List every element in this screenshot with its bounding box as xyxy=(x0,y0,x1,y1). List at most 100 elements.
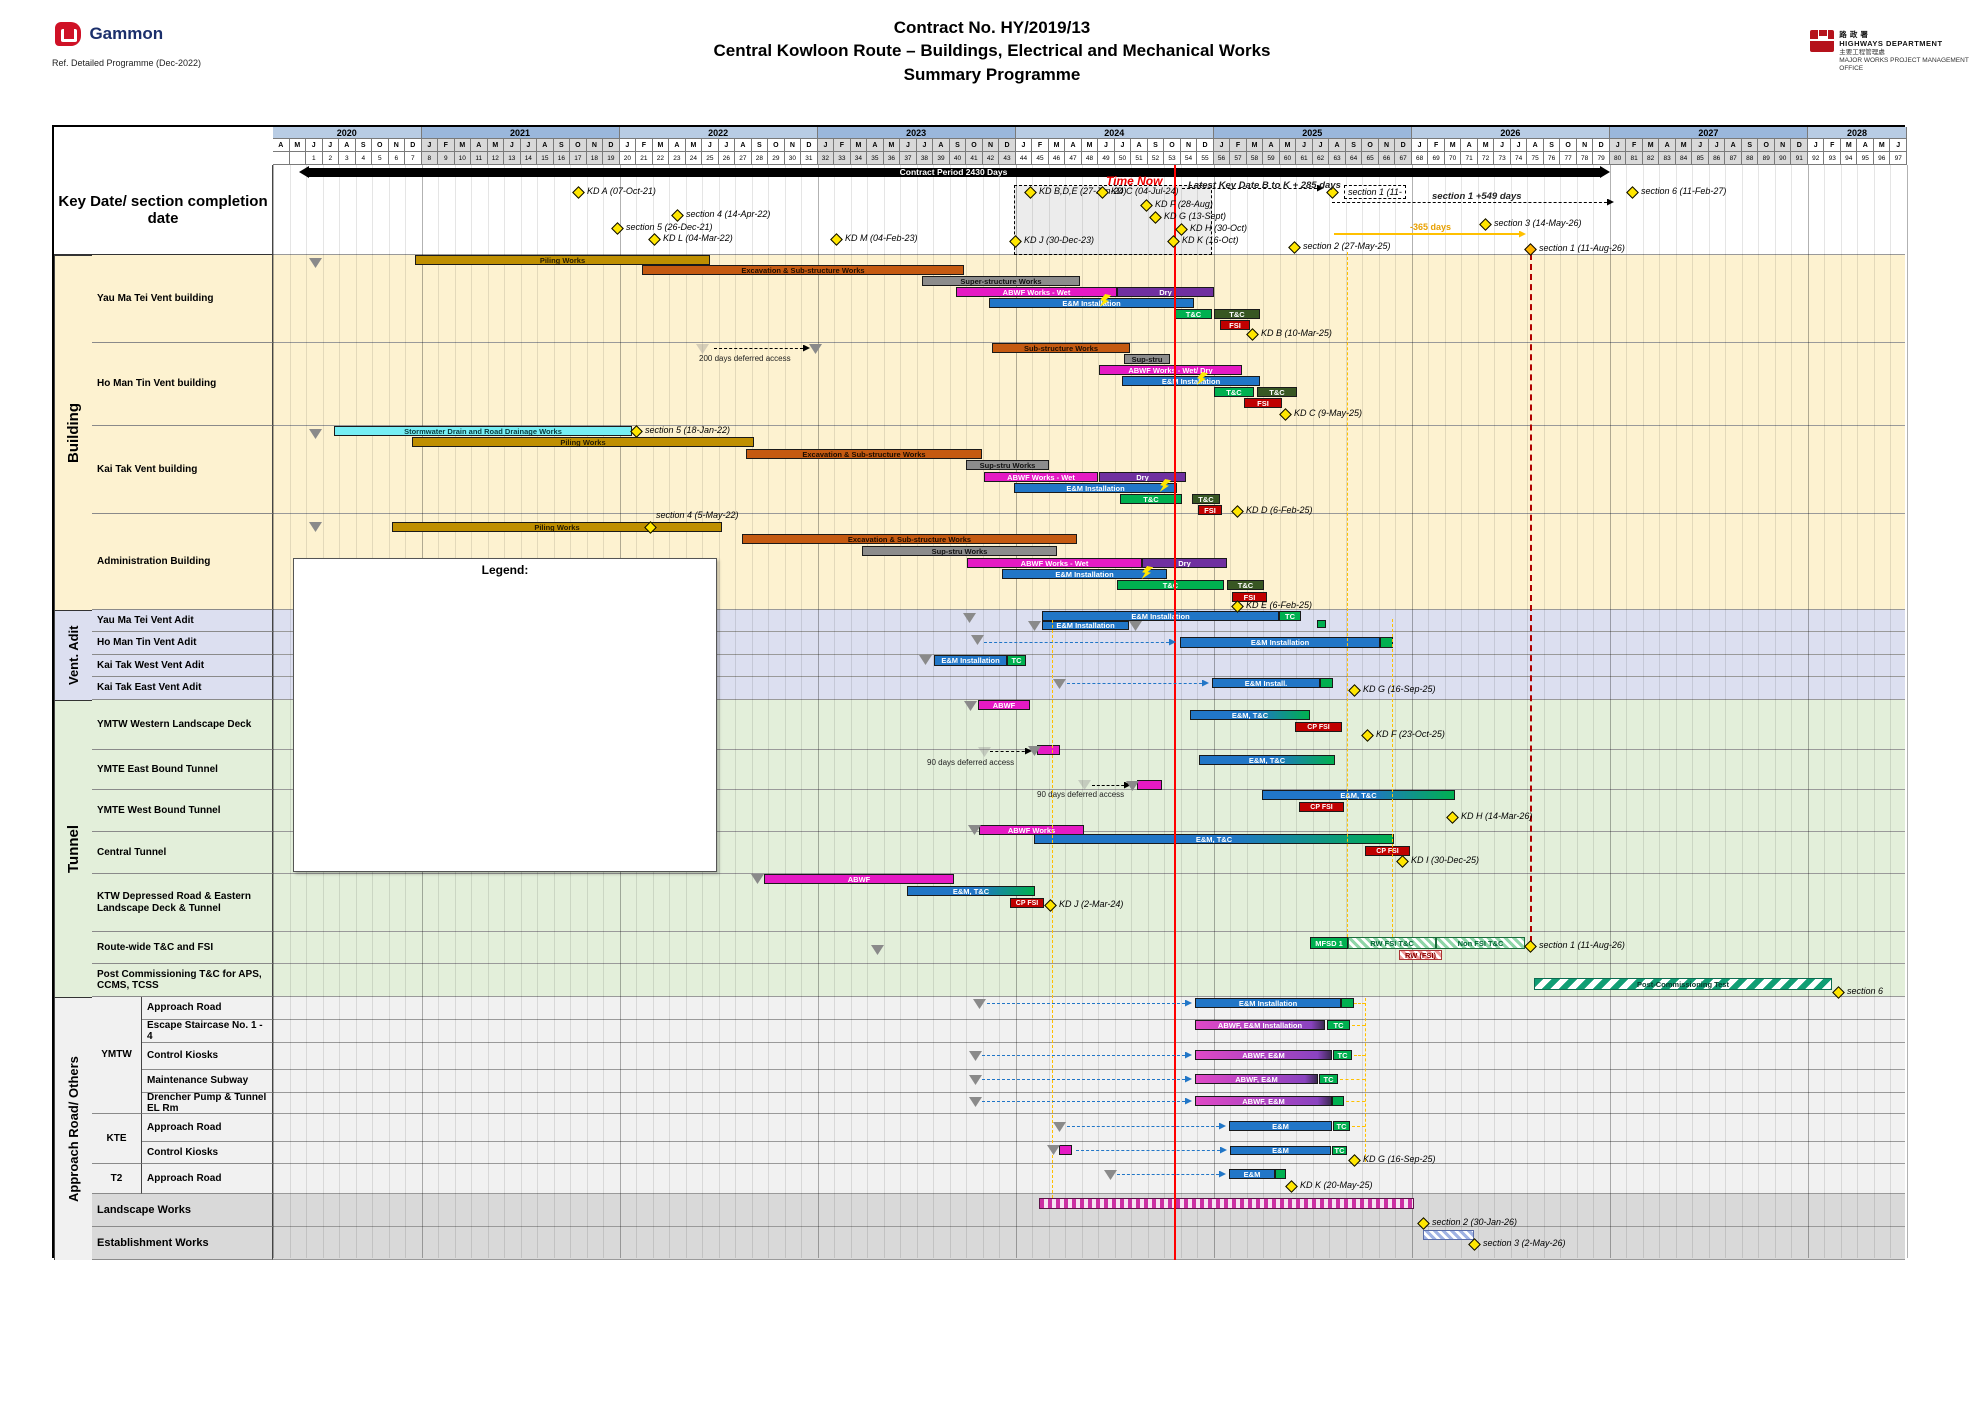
gantt-bar: E&M Installation xyxy=(1195,998,1341,1008)
access-date-icon xyxy=(309,258,322,268)
month-number: 47 xyxy=(1065,152,1082,165)
month-header: N xyxy=(1774,139,1792,152)
grid-line xyxy=(1527,165,1529,1258)
gantt-bar: FSI xyxy=(1232,592,1267,602)
month-number: 54 xyxy=(1180,152,1198,165)
month-header: S xyxy=(355,139,373,152)
month-header: N xyxy=(586,139,604,152)
access-date-icon xyxy=(969,1051,982,1061)
year-header: 2025 xyxy=(1213,127,1412,139)
month-header: A xyxy=(1065,139,1082,152)
deferred-access-connector xyxy=(982,1051,1192,1059)
month-number: 9 xyxy=(438,152,455,165)
row-label: Kai Tak West Vent Adit xyxy=(92,655,273,677)
month-number: 3 xyxy=(339,152,356,165)
month-header: M xyxy=(1873,139,1891,152)
month-header: J xyxy=(1411,139,1429,152)
month-header: A xyxy=(1527,139,1544,152)
month-number: 55 xyxy=(1197,152,1214,165)
gantt-bar: CP FSI xyxy=(1295,722,1342,732)
month-header: J xyxy=(322,139,339,152)
grid-line xyxy=(1692,165,1694,1258)
row-label: Establishment Works xyxy=(92,1227,273,1260)
gantt-bar: Stormwater Drain and Road Drainage Works xyxy=(334,426,632,436)
month-number: 16 xyxy=(553,152,571,165)
month-header: J xyxy=(1213,139,1231,152)
month-header: J xyxy=(1494,139,1511,152)
month-number: 33 xyxy=(834,152,851,165)
grid-line xyxy=(1164,165,1166,1258)
month-header: M xyxy=(1642,139,1660,152)
month-header: D xyxy=(1395,139,1412,152)
grid-line xyxy=(1345,165,1347,1258)
section1-date-line xyxy=(1530,254,1532,942)
gantt-bar: ABWF Works - Wet xyxy=(967,558,1142,568)
grid-line xyxy=(1510,165,1512,1258)
key-date-label: KD D (6-Feb-25) xyxy=(1246,505,1313,515)
month-number: 67 xyxy=(1395,152,1412,165)
month-number: 15 xyxy=(537,152,554,165)
grid-line xyxy=(1873,165,1875,1258)
gantt-bar: Non FSI T&C xyxy=(1436,937,1525,949)
month-number: 70 xyxy=(1444,152,1462,165)
month-header: O xyxy=(1164,139,1181,152)
gantt-bar xyxy=(1137,780,1162,790)
month-header: J xyxy=(504,139,521,152)
row-label: YMTW Western Landscape Deck xyxy=(92,700,273,750)
deferred-access-connector xyxy=(1076,1146,1227,1154)
month-number: 64 xyxy=(1345,152,1363,165)
grid-line xyxy=(784,165,786,1258)
gantt-bar xyxy=(1275,1169,1286,1179)
gantt-bar: Dry xyxy=(1142,558,1227,568)
grid-line xyxy=(768,165,770,1258)
agency-name: HIGHWAYS DEPARTMENT xyxy=(1839,39,1943,49)
gantt-bar: Sub-structure Works xyxy=(992,343,1130,353)
key-date-label: section 6 xyxy=(1847,986,1884,996)
gantt-bar: Post-Commissioning Test xyxy=(1534,978,1832,990)
month-header: O xyxy=(966,139,983,152)
grid-line xyxy=(999,165,1001,1258)
grid-line xyxy=(1015,165,1017,1258)
month-number: 95 xyxy=(1857,152,1874,165)
deferred-access-connector xyxy=(1352,1126,1365,1127)
gammon-logo: Gammon xyxy=(55,22,163,46)
month-number: 85 xyxy=(1692,152,1709,165)
month-header: J xyxy=(1890,139,1907,152)
month-header: S xyxy=(553,139,571,152)
year-header: 2026 xyxy=(1411,127,1610,139)
grid-line xyxy=(1907,165,1908,1258)
month-header: J xyxy=(1510,139,1528,152)
month-number: 57 xyxy=(1230,152,1247,165)
grid-line xyxy=(1494,165,1496,1258)
gantt-bar: E&M, T&C xyxy=(1034,834,1394,844)
access-date-icon xyxy=(971,635,984,645)
grid-line xyxy=(1560,165,1562,1258)
key-date-label: KD K (20-May-25) xyxy=(1300,1180,1373,1190)
gantt-bar: Dry xyxy=(1099,472,1186,482)
month-number: 38 xyxy=(916,152,934,165)
gantt-bar: TC xyxy=(1333,1121,1350,1131)
gantt-bar: ABWF Works xyxy=(979,825,1084,835)
month-number: 86 xyxy=(1708,152,1726,165)
access-date-icon xyxy=(309,429,322,439)
annotation-note: 200 days deferred access xyxy=(699,354,791,363)
access-date-icon xyxy=(871,945,884,955)
month-number: 76 xyxy=(1543,152,1561,165)
gantt-bar: RW FSI T&C xyxy=(1348,937,1436,949)
key-date-label: KD K (16-Oct) xyxy=(1182,235,1239,245)
deferred-access-connector xyxy=(987,999,1192,1007)
row-label: Yau Ma Tei Vent Adit xyxy=(92,610,273,632)
month-number: 34 xyxy=(850,152,868,165)
month-header: M xyxy=(1477,139,1495,152)
month-header: A xyxy=(339,139,356,152)
month-header: A xyxy=(1131,139,1148,152)
access-date-icon xyxy=(1053,1122,1066,1132)
month-number: 29 xyxy=(768,152,785,165)
month-number: 31 xyxy=(801,152,818,165)
month-number: 59 xyxy=(1263,152,1280,165)
row-label: Approach Road xyxy=(142,1164,273,1194)
gantt-bar: TC xyxy=(1007,655,1026,666)
month-header: J xyxy=(817,139,835,152)
month-number: 77 xyxy=(1560,152,1577,165)
deferred-access-connector xyxy=(1117,1170,1226,1178)
